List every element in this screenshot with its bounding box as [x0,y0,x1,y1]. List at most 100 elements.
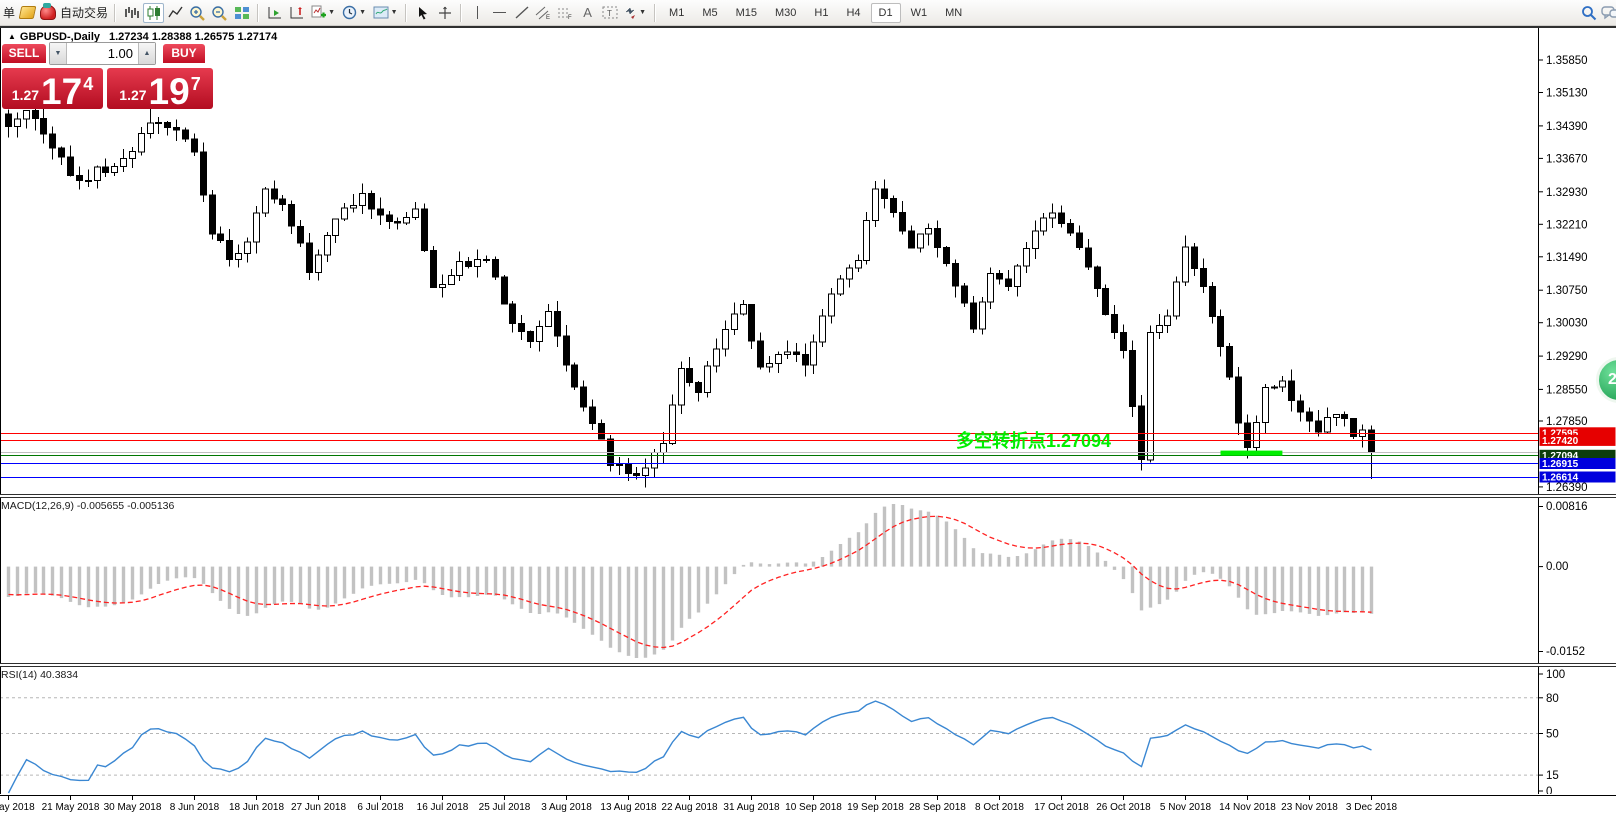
volume-input[interactable] [67,43,138,64]
fibonacci-icon[interactable]: F [555,3,576,23]
buy-button[interactable]: BUY [163,44,205,63]
timeframe-m1[interactable]: M1 [669,6,685,19]
date-axis-label: 8 Oct 2018 [975,802,1024,813]
horizontal-line-icon[interactable] [489,3,510,23]
date-axis-label: 28 Sep 2018 [909,802,966,813]
svg-text:T: T [607,9,612,18]
candle [262,188,269,214]
sell-button[interactable]: SELL [2,44,46,63]
buy-price-panel[interactable]: 1.27 19 7 [107,68,213,110]
new-order-button[interactable]: 单 [3,6,16,20]
chart-shift-icon[interactable] [286,3,307,23]
date-axis-label: 27 Jun 2018 [291,802,346,813]
rsi-pane[interactable] [0,667,1538,794]
price-axis-label: 1.35130 [1546,88,1588,100]
tile-windows-icon[interactable] [231,3,252,23]
level-price-text: 1.26614 [1542,473,1579,484]
candle [970,302,977,330]
candle [85,180,92,182]
history-center-icon[interactable] [17,3,38,23]
crosshair-icon[interactable] [434,3,455,23]
candlestick-icon[interactable] [143,2,165,23]
zoom-out-icon[interactable] [209,3,230,23]
timeframe-mn[interactable]: MN [945,6,963,19]
candle [996,273,1003,280]
pane-separator[interactable] [0,663,1616,667]
price-chart[interactable]: 多空转折点1.27094 [0,28,1538,494]
volume-control: ▼ ▲ [49,42,156,65]
candle [1182,246,1189,283]
candle [1200,268,1207,287]
date-axis[interactable]: 2 May 2018 21 May 2018 30 May 2018 8 Jun 20… [0,794,1616,823]
candle [1191,246,1198,270]
date-axis-label: 31 Aug 2018 [723,802,780,813]
candle [244,241,251,254]
candle [439,284,446,288]
candle [271,188,278,200]
candle [1085,247,1092,268]
volume-decrease-button[interactable]: ▼ [50,43,67,64]
candle [421,208,428,252]
gold-icon [18,6,37,19]
vertical-line-icon[interactable] [467,3,488,23]
auto-scroll-icon[interactable] [264,3,285,23]
timeframe-m15[interactable]: M15 [735,6,757,19]
price-axis[interactable]: 1.35850 1.35130 1.34390 1.33670 1.32930 1.322… [1538,28,1616,794]
candle [589,406,596,424]
candle [67,156,74,176]
templates-button[interactable]: ▼ [370,3,400,23]
candle [580,386,587,408]
candle [288,204,295,227]
candle [341,207,348,220]
green-trend-segment[interactable] [1220,450,1283,456]
timeframe-m30[interactable]: M30 [775,6,797,19]
horizontal-lines[interactable] [0,432,1538,479]
text-label-icon[interactable]: T [599,3,620,23]
macd-pane[interactable] [0,498,1538,663]
pane-separator[interactable] [0,494,1616,498]
chat-icon[interactable] [1600,3,1616,23]
candle [908,230,915,249]
arrows-icon[interactable]: ▼ [621,3,649,23]
level-price-box [1539,449,1616,461]
candle [76,174,83,182]
trendline-icon[interactable] [511,3,532,23]
date-axis-label: 14 Nov 2018 [1219,802,1276,813]
candle [1147,332,1154,461]
candle [32,110,39,120]
cursor-icon[interactable] [412,3,433,23]
candle [412,208,419,218]
indicators-button[interactable]: ▼ [308,3,338,23]
sell-price-panel[interactable]: 1.27 17 4 [2,68,103,110]
candles[interactable] [5,104,1375,488]
autotrading-button[interactable]: 自动交易 [39,3,109,23]
channel-icon[interactable]: E [533,3,554,23]
timeframe-m5[interactable]: M5 [702,6,718,19]
timeframe-h1[interactable]: H1 [814,6,829,19]
zoom-in-icon[interactable] [187,3,208,23]
timeframe-buttons: M1 M5 M15 M30 H1 H4 D1 W1 MN [661,2,970,23]
text-icon[interactable]: A [583,5,592,20]
timeframe-w1[interactable]: W1 [910,6,928,19]
candle [952,263,959,287]
candle [748,304,755,342]
candle [819,315,826,343]
candle [1271,386,1278,389]
timeframe-d1[interactable]: D1 [870,2,901,23]
candle [810,341,817,366]
candle [961,285,968,304]
timeframe-h4[interactable]: H4 [846,6,861,19]
candle [403,216,410,224]
volume-increase-button[interactable]: ▲ [138,43,155,64]
candle [527,331,534,343]
candle [23,110,30,120]
bar-chart-icon[interactable] [121,3,142,23]
candle [669,404,676,445]
line-chart-icon[interactable] [165,3,186,23]
candle [660,443,667,454]
search-icon[interactable] [1578,3,1599,23]
candle [943,247,950,265]
periods-button[interactable]: ▼ [339,3,369,23]
chevron-down-icon: ▼ [328,9,335,16]
autotrading-label: 自动交易 [60,6,109,20]
